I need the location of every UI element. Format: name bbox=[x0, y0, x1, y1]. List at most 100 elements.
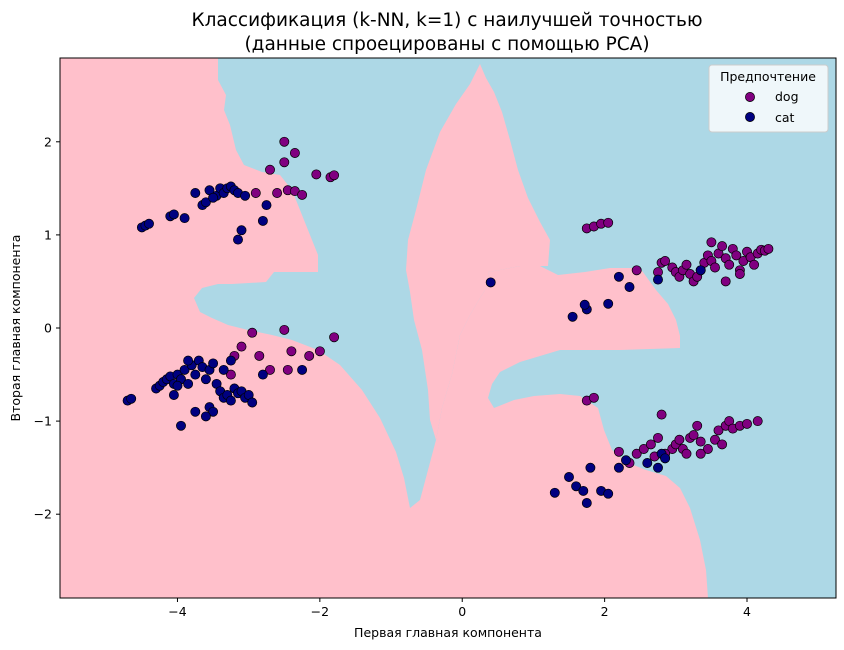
data-point-dog bbox=[763, 243, 774, 254]
data-point-cat bbox=[225, 355, 236, 366]
data-point-dog bbox=[731, 250, 742, 261]
data-point-cat bbox=[218, 364, 229, 375]
data-point-cat bbox=[200, 197, 211, 208]
data-point-cat bbox=[190, 188, 201, 198]
data-point-dog bbox=[265, 164, 275, 175]
dog-region-center bbox=[406, 64, 550, 440]
data-point-dog bbox=[749, 259, 760, 270]
data-point-dog bbox=[329, 332, 340, 343]
data-point-cat bbox=[190, 369, 201, 380]
y-tick-label: −1 bbox=[34, 414, 52, 429]
data-point-dog bbox=[752, 416, 763, 427]
data-point-cat bbox=[126, 393, 137, 404]
y-tick-label: −2 bbox=[34, 507, 52, 522]
chart-title-line-2: (данные спроецированы с помощью PCA) bbox=[244, 34, 649, 55]
data-point-dog bbox=[279, 324, 290, 335]
data-point-dog bbox=[603, 217, 614, 228]
data-point-dog bbox=[314, 346, 325, 357]
data-point-cat bbox=[261, 200, 272, 211]
data-point-dog bbox=[742, 418, 752, 429]
y-tick-label: 1 bbox=[44, 227, 52, 242]
data-point-cat bbox=[236, 225, 247, 236]
data-point-cat bbox=[571, 481, 582, 492]
x-tick-label: 2 bbox=[601, 604, 609, 619]
x-axis: −4 −2 0 2 4 bbox=[168, 598, 751, 619]
data-point-dog bbox=[247, 327, 258, 338]
data-point-dog bbox=[265, 364, 275, 375]
data-point-cat bbox=[695, 265, 706, 276]
x-tick-label: −4 bbox=[168, 604, 186, 619]
data-point-dog bbox=[717, 241, 728, 252]
data-point-cat bbox=[233, 234, 243, 245]
data-point-cat bbox=[653, 462, 663, 473]
data-point-dog bbox=[660, 256, 671, 266]
data-point-cat bbox=[208, 358, 219, 369]
data-point-cat bbox=[613, 271, 624, 282]
legend-box bbox=[708, 64, 829, 133]
data-point-cat bbox=[190, 406, 201, 417]
data-point-dog bbox=[588, 392, 599, 403]
data-point-cat bbox=[613, 462, 624, 473]
data-point-dog bbox=[638, 444, 649, 454]
data-point-dog bbox=[631, 448, 642, 459]
data-point-dog bbox=[681, 259, 692, 270]
data-point-dog bbox=[282, 364, 293, 375]
data-point-cat bbox=[257, 215, 268, 226]
y-axis: −2 −1 0 1 2 bbox=[34, 134, 60, 522]
data-point-cat bbox=[549, 487, 560, 498]
data-point-dog bbox=[289, 148, 300, 158]
data-point-cat bbox=[208, 406, 219, 417]
data-point-cat bbox=[183, 378, 194, 389]
data-point-cat bbox=[257, 369, 268, 380]
data-point-cat bbox=[297, 364, 308, 375]
data-point-dog bbox=[706, 237, 717, 248]
data-point-dog bbox=[656, 409, 667, 420]
x-tick-label: 4 bbox=[743, 604, 751, 619]
legend-label-cat: cat bbox=[775, 110, 795, 125]
data-point-cat bbox=[621, 455, 631, 466]
data-point-dog bbox=[279, 136, 290, 147]
points-layer bbox=[122, 136, 774, 508]
data-point-dog bbox=[674, 434, 685, 445]
data-point-dog bbox=[272, 188, 283, 198]
data-point-dog bbox=[286, 346, 297, 357]
data-point-dog bbox=[250, 188, 261, 198]
data-point-dog bbox=[304, 350, 315, 361]
data-point-cat bbox=[564, 472, 574, 482]
data-point-dog bbox=[717, 439, 728, 450]
legend: Предпочтение dog cat bbox=[708, 64, 829, 133]
x-tick-label: −2 bbox=[311, 604, 329, 619]
data-point-cat bbox=[578, 485, 589, 496]
data-point-cat bbox=[581, 498, 592, 508]
data-point-cat bbox=[208, 192, 219, 203]
x-axis-label: Первая главная компонента bbox=[354, 625, 542, 640]
legend-marker-dog bbox=[745, 92, 755, 102]
data-point-cat bbox=[176, 420, 186, 431]
data-point-dog bbox=[702, 444, 713, 454]
data-point-cat bbox=[567, 311, 578, 322]
data-point-dog bbox=[645, 439, 656, 450]
data-point-cat bbox=[168, 209, 179, 220]
data-point-dog bbox=[225, 369, 236, 380]
data-point-cat bbox=[485, 277, 496, 288]
data-point-dog bbox=[329, 170, 340, 181]
data-point-cat bbox=[240, 190, 251, 201]
data-point-dog bbox=[713, 425, 724, 436]
data-point-cat bbox=[624, 282, 635, 292]
legend-label-dog: dog bbox=[775, 89, 799, 104]
legend-marker-cat bbox=[745, 112, 755, 122]
data-point-dog bbox=[254, 350, 265, 361]
data-point-dog bbox=[695, 436, 706, 447]
data-point-dog bbox=[681, 448, 692, 459]
data-point-cat bbox=[247, 397, 258, 408]
data-point-dog bbox=[710, 434, 720, 445]
data-point-dog bbox=[653, 432, 663, 443]
data-point-cat bbox=[660, 453, 671, 464]
data-point-dog bbox=[710, 262, 720, 273]
data-point-dog bbox=[631, 265, 642, 276]
x-tick-label: 0 bbox=[458, 604, 466, 619]
data-point-cat bbox=[179, 364, 190, 375]
data-point-dog bbox=[613, 446, 624, 457]
data-point-cat bbox=[653, 274, 663, 285]
